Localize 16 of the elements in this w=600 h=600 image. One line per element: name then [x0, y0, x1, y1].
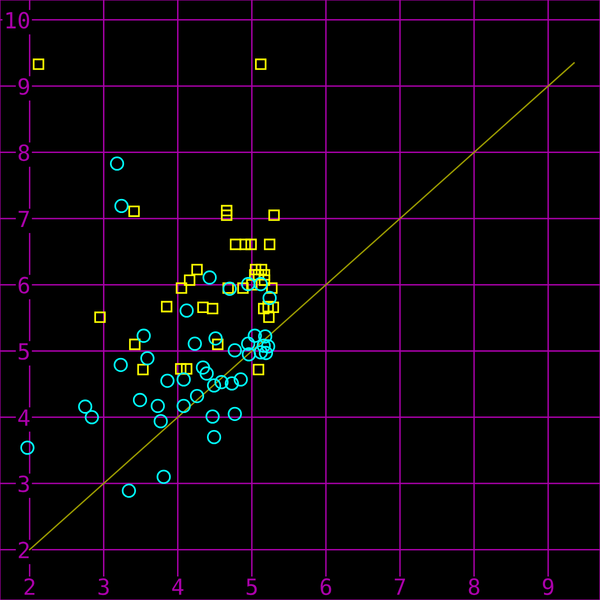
- x-tick-label: 4: [172, 578, 184, 595]
- x-tick-label: 3: [98, 578, 109, 596]
- x-tick-label: 8: [468, 578, 480, 596]
- y-tick-label: 6: [18, 276, 30, 294]
- x-tick-label: 7: [394, 578, 406, 595]
- y-tick-label: 7: [18, 210, 29, 228]
- y-tick-label: 2: [18, 542, 29, 558]
- y-tick-label: 8: [18, 144, 30, 162]
- x-tick-label: 5: [246, 578, 257, 596]
- y-tick-label: 5: [18, 343, 29, 360]
- x-tick-label: 9: [542, 578, 554, 596]
- x-tick-label: 6: [320, 578, 332, 596]
- y-tick-label: 4: [18, 410, 30, 426]
- y-tick-label: 3: [18, 475, 29, 492]
- y-tick-label: 9: [18, 78, 30, 95]
- y-tick-label: 10: [6, 12, 30, 29]
